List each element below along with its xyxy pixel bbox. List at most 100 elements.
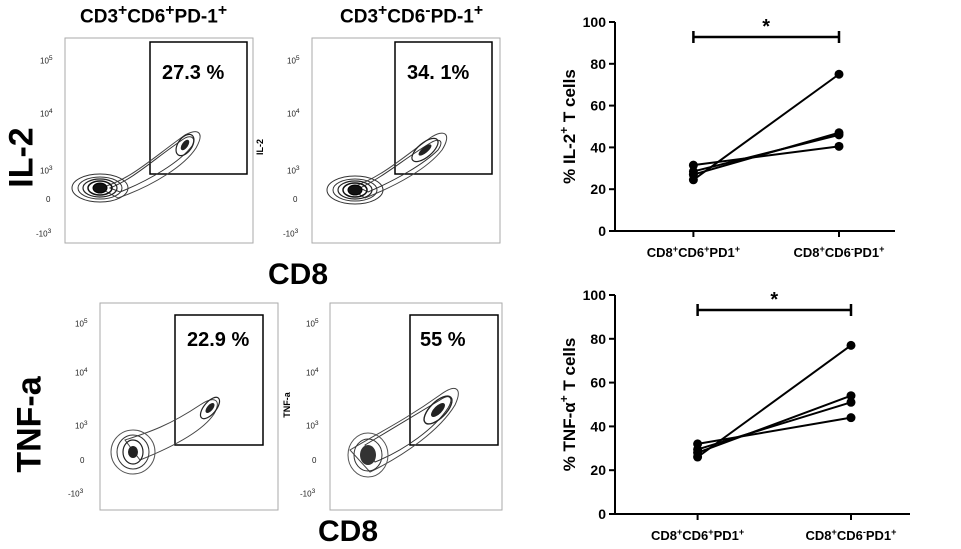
tick-base: 10 [306,421,315,431]
tick-exp: 5 [295,55,300,62]
col-title-cd6-negative: CD3+CD6-PD-1+ [340,2,483,28]
label-sup: + [677,527,682,537]
tick-base: 10 [306,319,315,329]
label-part: PD1 [866,528,891,543]
tick-exp: 3 [47,228,52,235]
tick-base: 10 [287,56,296,66]
title-sup: - [425,2,431,19]
tick-base: 10 [40,109,49,119]
label-sup: + [735,244,740,254]
tick-base: -10 [68,489,80,499]
tick-exp: 3 [295,165,300,172]
y-tick-label: 60 [590,375,606,391]
label-sup: + [891,527,896,537]
label-sup: + [560,127,571,134]
tick-base: -10 [283,229,295,239]
label-part: CD6 [837,528,863,543]
tick-0: 0 [312,456,317,465]
title-part: CD3 [80,6,119,28]
tick-base: 10 [40,56,49,66]
data-point [834,130,844,140]
flow-plot-il2-cd6neg [311,37,501,244]
side-tag-il2: IL-2 [255,138,266,156]
gate-percent-il2-cd6pos: 27.3 % [162,62,225,84]
tick-exp: 3 [48,165,53,172]
label-part: CD6 [678,245,704,260]
label-sup: + [673,244,678,254]
significance-star: * [762,16,770,38]
y-tick-label: 80 [590,56,606,72]
side-tag-tnfa: TNF-a [281,392,292,418]
label-part: CD6 [825,245,851,260]
y-tick-label: 40 [590,418,606,434]
tick-neg: -103 [300,488,315,499]
tick-base: 10 [40,166,49,176]
tick-exp: 3 [311,488,316,495]
tick-base: 10 [75,319,84,329]
tick-1e4: 104 [40,108,53,119]
y-tick-label: 60 [590,98,606,114]
series-line [693,145,840,167]
y-tick-label: 40 [590,139,606,155]
tick-1e5: 105 [287,55,300,66]
tick-1e5: 105 [75,318,88,329]
series-line [697,401,852,451]
label-sup: + [820,244,825,254]
significance-star: * [770,289,778,311]
x-label-cd8-top: CD8 [268,258,329,291]
category-label: CD8+CD6-PD1+ [806,527,897,543]
tick-exp: 5 [83,318,88,325]
y-axis-label: % TNF-α+ T cells [560,338,579,472]
y-tick-label: 0 [598,506,606,522]
title-part: CD3 [340,6,379,28]
label-part: CD8 [806,528,832,543]
category-label: CD8+CD6+PD1+ [647,244,740,260]
col-title-cd6-positive: CD3+CD6+PD-1+ [80,2,227,28]
tick-0: 0 [46,195,51,204]
category-label: CD8+CD6-PD1+ [794,244,885,260]
y-tick-label: 100 [583,14,607,30]
tick-exp: 3 [83,420,88,427]
label-sup: + [704,244,709,254]
series-line [697,416,852,445]
y-tick-label: 100 [583,287,607,303]
title-part: PD-1 [430,6,474,28]
series-line [693,133,840,173]
label-sup: + [739,527,744,537]
label-part: PD1 [854,245,879,260]
label-sup: - [851,244,854,254]
tick-exp: 4 [295,108,300,115]
flow-plot-tnf-cd6neg [329,302,503,511]
category-label: CD8+CD6+PD1+ [651,527,744,543]
label-part: CD6 [682,528,708,543]
series-line [697,394,852,454]
data-point [834,141,844,151]
label-part: PD1 [709,245,734,260]
tick-1e4: 104 [287,108,300,119]
gate-percent-il2-cd6neg: 34. 1% [407,62,470,84]
y-axis-label: % IL-2+ T cells [560,69,579,184]
tick-1e3: 103 [75,420,88,431]
title-sup: + [118,2,128,19]
data-point [846,413,856,423]
tick-exp: 3 [314,420,319,427]
tick-1e5: 105 [40,55,53,66]
label-part: T cells [560,338,579,396]
tick-1e5: 105 [306,318,319,329]
y-axis-label-group: % IL-2+ T cells [560,69,579,184]
data-point [688,160,698,170]
tick-exp: 4 [83,367,88,374]
tick-0: 0 [293,195,298,204]
title-sup: + [473,2,484,19]
label-part: CD8 [794,245,820,260]
label-part: PD1 [714,528,739,543]
tick-neg: -103 [68,488,83,499]
label-sup: + [832,527,837,537]
tick-0: 0 [80,456,85,465]
data-point [846,391,856,401]
tick-base: -10 [300,489,312,499]
tick-base: 10 [75,421,84,431]
tick-exp: 4 [314,367,319,374]
tick-neg: -103 [36,228,51,239]
